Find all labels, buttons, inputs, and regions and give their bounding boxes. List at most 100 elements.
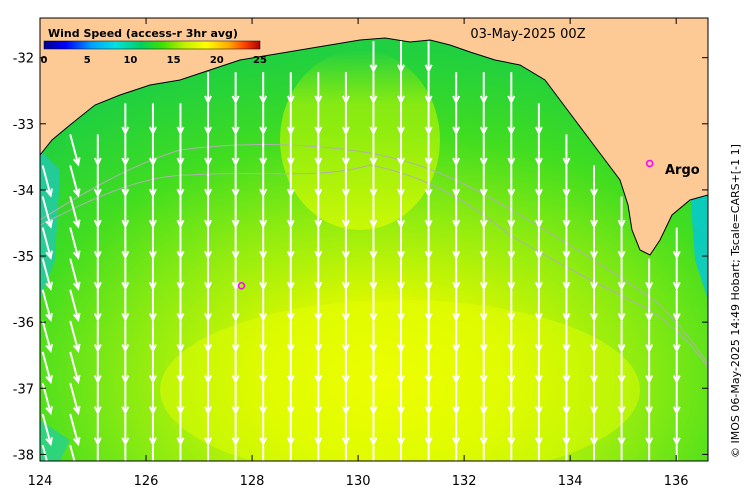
wind-arrow [93,165,102,198]
wind-speed-high-zone [160,300,640,461]
wind-arrow [231,320,240,354]
wind-arrow [562,289,571,323]
wind-arrow [645,351,654,385]
wind-arrow [562,351,571,385]
wind-arrow [204,382,213,416]
wind-arrow [424,320,433,354]
wind-arrow [534,320,543,354]
wind-arrow [93,196,102,229]
wind-arrow [259,414,268,447]
wind-arrow [479,103,488,136]
wind-arrow [590,414,598,447]
wind-arrow [645,289,654,323]
wind-arrow [397,414,405,447]
wind-arrow [204,196,213,229]
wind-arrow [341,72,350,105]
wind-arrow [121,258,130,291]
y-tick-label: -37 [13,382,34,397]
map-title: Wind Speed (access-r 3hr avg) [48,27,238,40]
wind-arrow [620,445,623,461]
wind-arrow [121,196,130,229]
wind-arrow [534,227,543,260]
wind-arrow [452,196,461,229]
wind-arrow [534,196,543,229]
wind-arrow [204,72,213,105]
wind-arrow [286,134,295,167]
wind-arrow [507,103,516,136]
wind-arrow [314,258,323,291]
wind-arrow [424,351,433,385]
wind-arrow [397,134,405,167]
wind-arrow [452,382,461,416]
wind-arrow [452,258,461,291]
wind-arrow [672,258,681,291]
wind-arrow [479,227,488,260]
wind-arrow [286,72,295,105]
wind-arrow [41,227,53,260]
wind-arrow [369,72,378,105]
wind-arrow [593,445,596,461]
wind-arrow [259,382,268,416]
wind-arrow [176,414,185,447]
wind-arrow [617,382,626,416]
argo-float-markers [237,159,654,290]
wind-arrow [148,289,157,323]
wind-arrow [286,382,295,416]
argo-float-marker [645,159,654,168]
wind-arrow [590,258,598,291]
wind-arrow [286,165,295,198]
wind-arrow [176,165,185,198]
wind-vector-field [41,41,681,461]
wind-arrow [534,165,543,198]
wind-arrow [424,41,433,74]
map-frame-border [39,17,709,462]
wind-arrow [176,227,185,260]
wind-arrow [562,258,571,291]
wind-arrow [617,227,626,260]
wind-arrow [204,165,213,198]
wind-arrow [259,134,268,167]
wind-arrow [507,258,516,291]
wind-arrow [93,382,102,416]
wind-arrow [507,414,516,447]
wind-arrow [69,134,81,167]
wind-arrow [672,382,681,416]
wind-arrow [286,289,295,323]
wind-arrow [121,103,130,136]
wind-arrow [231,289,240,323]
wind-arrow [507,351,516,385]
wind-arrow [314,351,323,385]
wind-arrow [617,414,626,447]
wind-arrow [397,258,405,291]
wind-arrow [148,165,157,198]
wind-arrow [96,445,99,461]
wind-arrow [507,72,516,105]
wind-arrow [645,258,654,291]
wind-arrow [204,289,213,323]
wind-arrow [286,351,295,385]
wind-arrow [397,227,405,260]
x-tick-label: 132 [452,474,477,489]
wind-arrow [452,103,461,136]
wind-arrow [286,227,295,260]
wind-arrow [648,445,651,461]
argo-label: Argo [665,163,700,178]
wind-arrow [314,227,323,260]
wind-arrow [590,320,598,354]
wind-arrow [148,320,157,354]
wind-arrow [369,134,378,167]
wind-arrow [41,196,53,229]
wind-arrow [69,413,81,447]
colorbar-tick-label: 10 [123,55,137,66]
wind-arrow [231,258,240,291]
wind-arrow [259,258,268,291]
wind-arrow [672,289,681,323]
wind-arrow [507,382,516,416]
wind-arrow [534,134,543,167]
wind-arrow [617,351,626,385]
wind-arrow [204,351,213,385]
argo-float-marker [237,282,246,290]
wind-arrow [231,165,240,198]
wind-arrow [176,103,185,136]
wind-arrow [286,258,295,291]
